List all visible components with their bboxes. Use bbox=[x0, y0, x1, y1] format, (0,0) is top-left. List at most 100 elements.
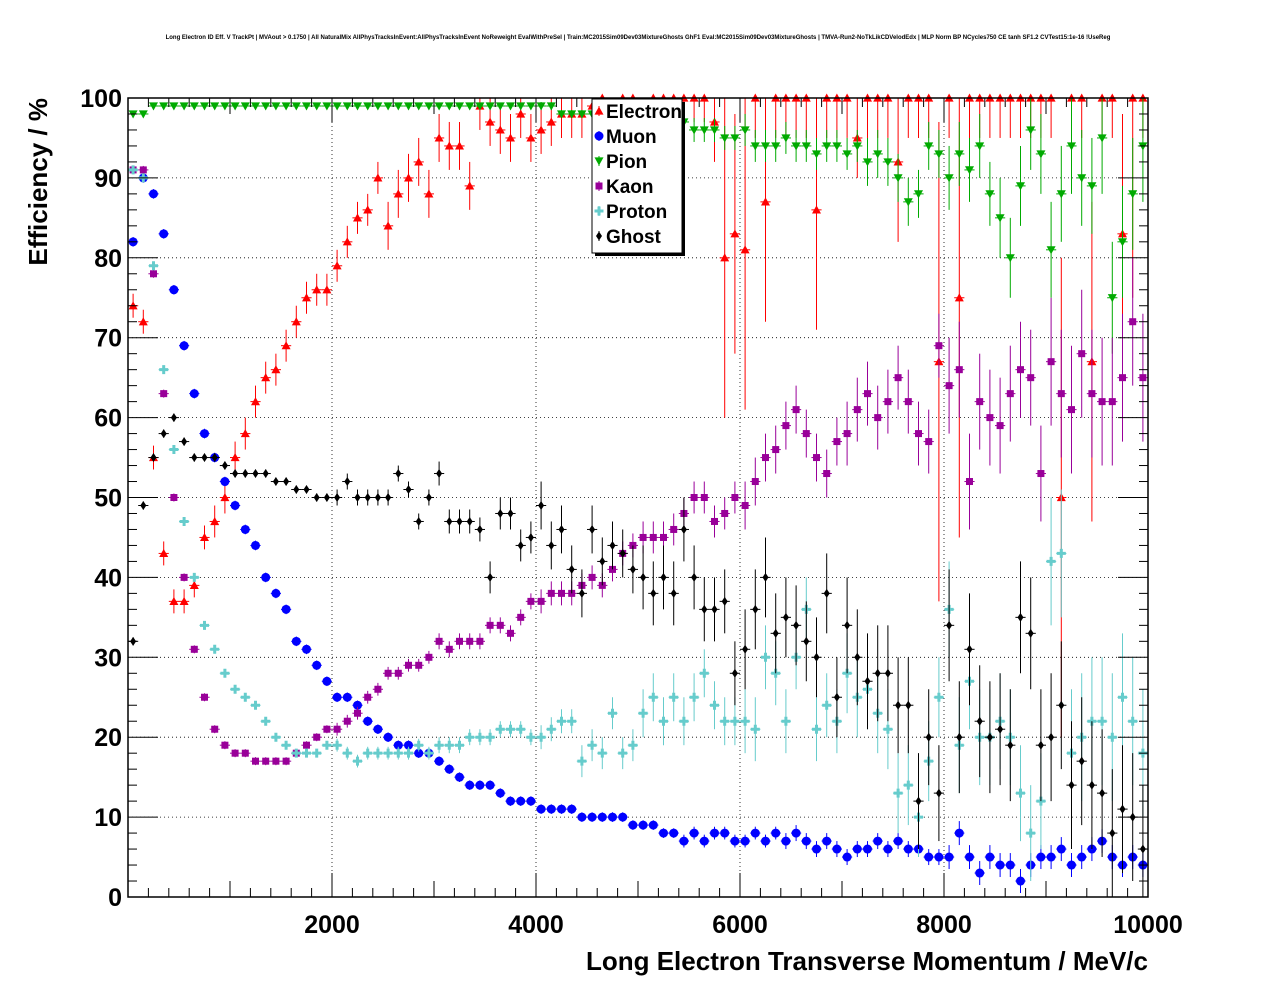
data-point bbox=[1056, 190, 1066, 199]
data-point bbox=[894, 374, 902, 382]
data-point bbox=[232, 469, 239, 479]
data-point bbox=[373, 724, 383, 734]
y-axis-title: Efficiency / % bbox=[23, 98, 53, 266]
data-point bbox=[332, 102, 342, 111]
data-point bbox=[466, 637, 474, 645]
y-tick-label: 60 bbox=[94, 405, 122, 433]
data-point bbox=[965, 166, 974, 175]
data-point bbox=[670, 588, 677, 598]
data-point bbox=[771, 828, 781, 838]
data-point bbox=[1056, 844, 1066, 854]
data-point bbox=[354, 709, 361, 717]
data-point bbox=[832, 142, 842, 151]
data-point bbox=[516, 109, 526, 118]
data-point bbox=[281, 102, 291, 111]
data-point bbox=[833, 692, 840, 702]
data-point bbox=[975, 142, 985, 151]
data-point bbox=[1016, 876, 1025, 886]
y-tick-label: 20 bbox=[94, 724, 122, 752]
data-point bbox=[752, 604, 759, 614]
data-point bbox=[150, 270, 157, 278]
data-point bbox=[1067, 142, 1076, 151]
data-point bbox=[954, 150, 964, 159]
series-ghost bbox=[128, 413, 1148, 897]
data-point bbox=[312, 102, 322, 111]
data-point bbox=[516, 796, 526, 806]
data-point bbox=[353, 102, 362, 111]
data-point bbox=[710, 126, 719, 135]
data-point bbox=[364, 493, 371, 502]
data-point bbox=[750, 828, 760, 838]
data-point bbox=[842, 852, 852, 862]
data-point bbox=[711, 517, 718, 525]
data-point bbox=[750, 724, 760, 734]
data-point bbox=[455, 740, 464, 750]
data-point bbox=[619, 548, 626, 558]
data-point bbox=[271, 588, 281, 598]
data-point bbox=[577, 756, 587, 766]
data-point bbox=[689, 126, 699, 135]
data-point bbox=[679, 716, 689, 726]
data-point bbox=[312, 660, 322, 670]
data-point bbox=[179, 516, 189, 526]
x-tick-label: 8000 bbox=[916, 911, 972, 939]
data-point bbox=[200, 620, 209, 630]
data-point bbox=[873, 150, 883, 159]
data-point bbox=[813, 652, 820, 662]
data-point bbox=[485, 102, 495, 111]
data-point bbox=[353, 700, 362, 710]
data-point bbox=[200, 102, 209, 111]
data-point bbox=[404, 748, 413, 758]
data-point bbox=[189, 572, 199, 582]
data-point bbox=[792, 406, 800, 414]
data-point bbox=[812, 150, 821, 159]
data-point bbox=[495, 125, 505, 134]
data-point bbox=[895, 700, 902, 710]
data-point bbox=[414, 102, 424, 111]
data-point bbox=[1078, 350, 1086, 358]
data-point bbox=[149, 189, 158, 199]
data-point bbox=[445, 645, 453, 653]
data-point bbox=[1046, 556, 1056, 566]
data-point bbox=[526, 133, 536, 142]
data-point bbox=[262, 469, 269, 479]
data-point bbox=[762, 572, 769, 582]
data-point bbox=[884, 668, 891, 678]
data-point bbox=[740, 836, 750, 846]
data-point bbox=[638, 708, 648, 718]
data-point bbox=[231, 749, 239, 757]
data-point bbox=[1036, 852, 1046, 862]
data-point bbox=[517, 540, 524, 550]
data-point bbox=[385, 493, 392, 502]
data-point bbox=[558, 524, 565, 534]
data-point bbox=[526, 102, 536, 111]
data-point bbox=[293, 485, 300, 495]
data-point bbox=[578, 588, 585, 598]
data-point bbox=[934, 150, 944, 159]
legend-label-muon: Muon bbox=[606, 127, 657, 148]
data-point bbox=[721, 596, 728, 606]
series-proton bbox=[128, 165, 1148, 882]
y-tick-label: 0 bbox=[108, 884, 122, 912]
x-tick-label: 10000 bbox=[1113, 911, 1183, 939]
data-point bbox=[434, 756, 444, 766]
data-point bbox=[475, 780, 485, 790]
data-point bbox=[393, 740, 403, 750]
data-point bbox=[935, 342, 943, 350]
data-point bbox=[864, 390, 871, 398]
data-point bbox=[159, 102, 169, 111]
data-point bbox=[954, 828, 964, 838]
data-point bbox=[679, 836, 689, 846]
data-point bbox=[476, 637, 484, 645]
data-point bbox=[955, 366, 963, 374]
data-point bbox=[455, 102, 464, 111]
data-point bbox=[954, 293, 964, 302]
data-point bbox=[1046, 852, 1056, 862]
data-point bbox=[190, 645, 198, 653]
data-point bbox=[1056, 548, 1066, 558]
data-point bbox=[465, 181, 475, 190]
data-point bbox=[782, 612, 789, 622]
data-point bbox=[650, 588, 657, 598]
data-point bbox=[496, 621, 504, 629]
data-point bbox=[313, 733, 321, 741]
